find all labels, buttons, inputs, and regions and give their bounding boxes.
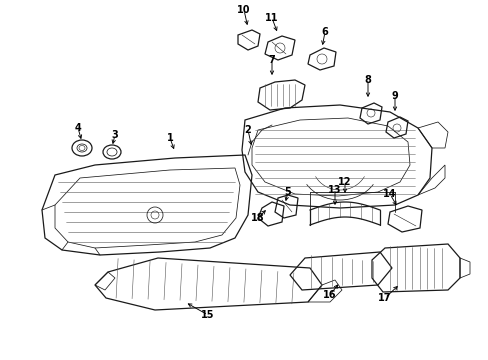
Text: 1: 1 [166, 133, 173, 143]
Text: 12: 12 [338, 177, 351, 187]
Text: 14: 14 [383, 189, 396, 199]
Text: 5: 5 [284, 187, 291, 197]
Text: 8: 8 [364, 75, 371, 85]
Text: 11: 11 [264, 13, 278, 23]
Text: 4: 4 [75, 123, 81, 133]
Text: 13: 13 [327, 185, 341, 195]
Text: 9: 9 [391, 91, 398, 101]
Text: 10: 10 [237, 5, 250, 15]
Text: 16: 16 [323, 290, 336, 300]
Text: 3: 3 [111, 130, 118, 140]
Text: 15: 15 [201, 310, 214, 320]
Text: 18: 18 [251, 213, 264, 223]
Text: 17: 17 [378, 293, 391, 303]
Text: 2: 2 [244, 125, 251, 135]
Text: 7: 7 [268, 55, 275, 65]
Text: 6: 6 [321, 27, 328, 37]
